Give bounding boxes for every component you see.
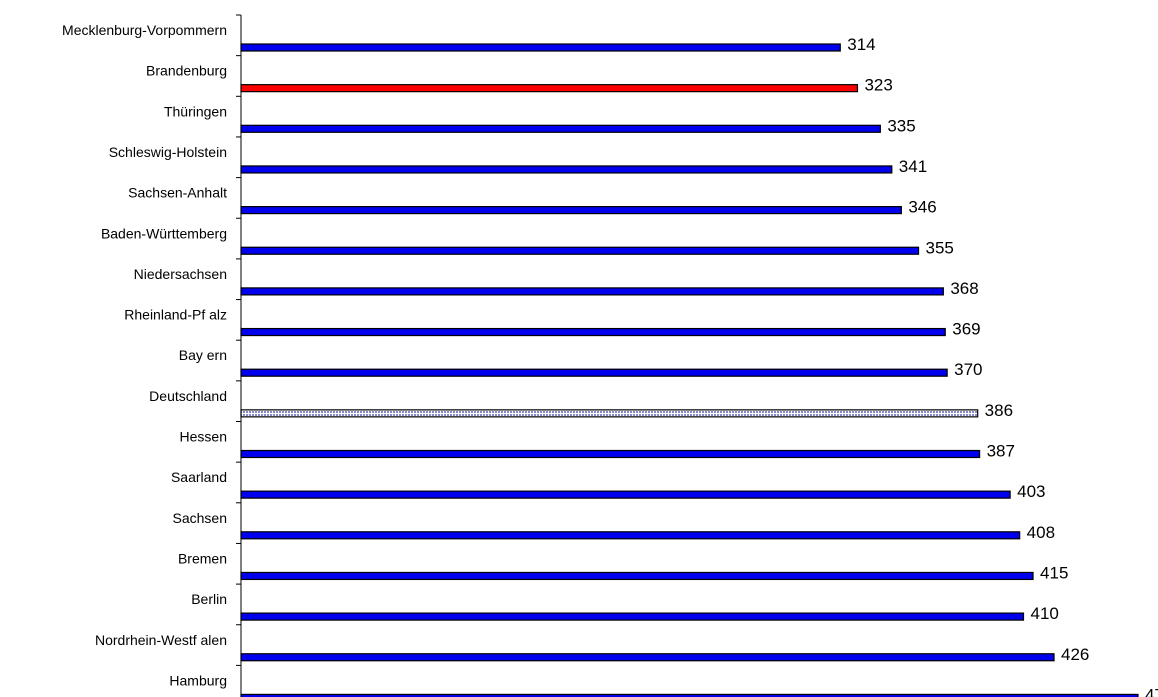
category-label: Hamburg: [169, 672, 227, 688]
bar: [240, 246, 920, 255]
data-label: 387: [987, 442, 1015, 461]
bar: [240, 409, 979, 418]
data-label: 410: [1030, 604, 1058, 623]
data-label: 346: [908, 198, 936, 217]
data-label: 323: [864, 76, 892, 95]
data-label: 355: [926, 238, 954, 257]
category-label: Thüringen: [164, 103, 227, 119]
bar: [240, 124, 881, 133]
bar: [240, 693, 1139, 697]
bars-layer: [240, 43, 1139, 697]
bar: [240, 531, 1021, 540]
data-label: 369: [952, 320, 980, 339]
data-label: 408: [1027, 523, 1055, 542]
bar: [240, 653, 1055, 662]
category-label: Niedersachsen: [134, 266, 227, 282]
bar: [240, 84, 859, 93]
category-label: Rheinland-Pf alz: [124, 307, 227, 323]
category-label: Nordrhein-Westf alen: [95, 632, 227, 648]
category-label: Brandenburg: [146, 63, 227, 79]
data-label: 470: [1145, 685, 1158, 697]
bar: [240, 165, 893, 174]
data-label: 335: [887, 116, 915, 135]
data-label: 426: [1061, 645, 1089, 664]
data-label: 415: [1040, 563, 1068, 582]
data-label: 403: [1017, 482, 1045, 501]
category-label: Hessen: [180, 429, 227, 445]
bar: [240, 287, 944, 296]
data-label: 370: [954, 360, 982, 379]
category-label: Baden-Württemberg: [101, 225, 227, 241]
data-label: 341: [899, 157, 927, 176]
bar: [240, 490, 1011, 499]
category-label: Berlin: [191, 591, 227, 607]
labels-layer: Mecklenburg-Vorpommern 314 Brandenburg 323 T…: [62, 22, 1158, 697]
bar: [240, 43, 841, 52]
bar: [240, 449, 981, 459]
data-label: 368: [950, 279, 978, 298]
category-label: Sachsen-Anhalt: [128, 185, 227, 201]
axis-layer: [236, 14, 242, 697]
bar: [240, 327, 946, 337]
category-label: Sachsen: [173, 510, 227, 526]
data-label: 314: [847, 35, 875, 54]
category-label: Bay ern: [179, 347, 227, 363]
data-label: 386: [985, 401, 1013, 420]
category-label: Deutschland: [149, 388, 227, 404]
bar: [240, 571, 1034, 581]
bar: [240, 612, 1025, 621]
category-label: Mecklenburg-Vorpommern: [62, 22, 227, 38]
category-label: Bremen: [178, 550, 227, 566]
bar: [240, 368, 948, 377]
category-label: Saarland: [171, 469, 227, 485]
category-label: Schleswig-Holstein: [109, 144, 227, 160]
bar: [240, 206, 902, 215]
